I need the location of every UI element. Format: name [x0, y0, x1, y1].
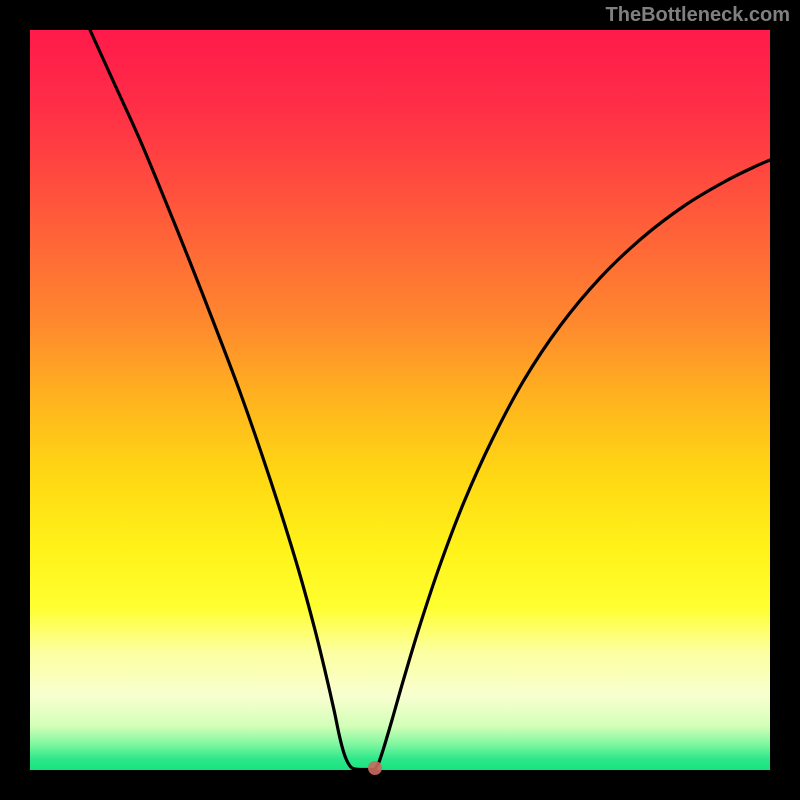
watermark-text: TheBottleneck.com	[606, 4, 790, 27]
plot-area	[30, 30, 770, 770]
chart-canvas: TheBottleneck.com	[0, 0, 800, 800]
optimum-marker	[368, 761, 382, 775]
bottleneck-curve	[30, 30, 770, 770]
